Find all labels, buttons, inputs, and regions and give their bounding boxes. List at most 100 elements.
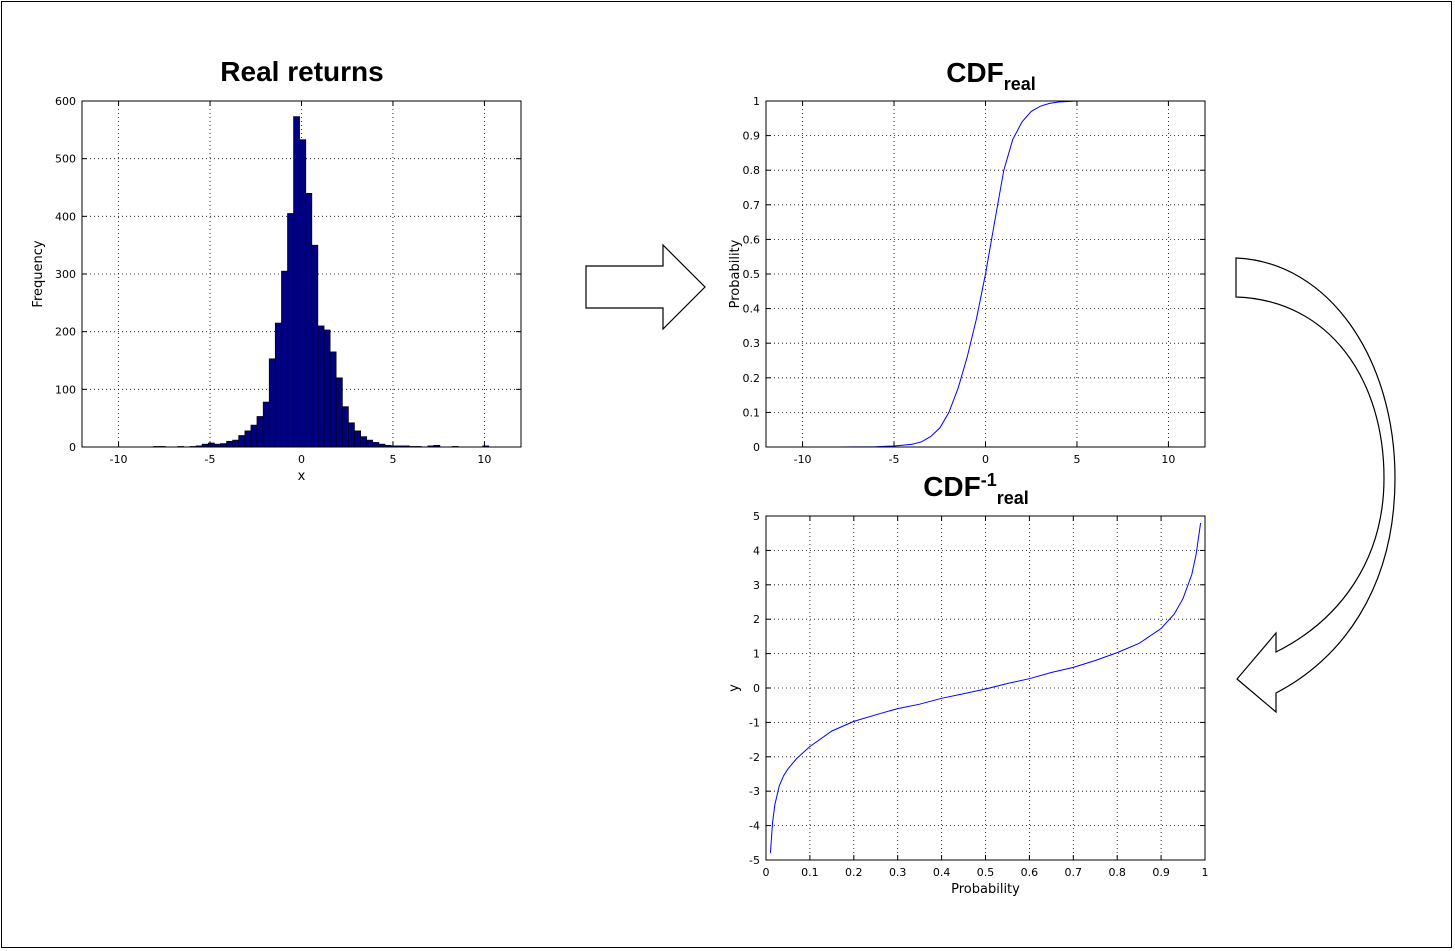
y-tick-label: 0.7 (743, 199, 761, 212)
y-tick-label: 500 (55, 153, 76, 166)
histogram-bar (305, 192, 313, 448)
x-tick-label: 10 (477, 453, 491, 466)
histogram-bar (250, 424, 258, 448)
y-tick-label: 0.2 (743, 372, 761, 385)
x-tick-label: 0.9 (1152, 866, 1170, 879)
histogram-bar (262, 401, 270, 448)
x-tick-label: 0.3 (889, 866, 907, 879)
y-tick-label: -3 (749, 785, 760, 798)
histogram-bar (354, 430, 362, 448)
y-tick-label: 600 (55, 95, 76, 108)
plot-frame (81, 100, 522, 448)
histogram-bar (329, 351, 337, 448)
y-tick-label: 0.1 (743, 406, 761, 419)
cdf-line (839, 100, 1078, 448)
histogram-bar (323, 329, 331, 448)
histogram-bar (293, 116, 300, 448)
histogram-bar (207, 442, 215, 448)
curved-arrow-icon (1235, 257, 1396, 714)
histogram-title: Real returns (220, 56, 383, 87)
histogram-bar (360, 436, 368, 448)
x-tick-label: 1 (1202, 866, 1209, 879)
y-tick-label: 1 (753, 95, 760, 108)
x-tick-label: 0.5 (977, 866, 995, 879)
y-tick-label: 100 (55, 383, 76, 396)
cdf-plot: -10 -5 0 5 10 0 0.1 0.2 0.3 0.4 0.5 0.6 0.7 0.8 0.9 1 Pr… (728, 95, 1206, 466)
histogram-bar (256, 416, 264, 448)
histogram-bar (274, 322, 282, 448)
x-tick-label: 0.8 (1108, 866, 1126, 879)
y-tick-label: 0.6 (743, 233, 761, 246)
inverse-cdf-title: CDF-1real (923, 470, 1029, 508)
y-axis-label: y (727, 684, 742, 692)
x-tick-label: 0 (763, 866, 770, 879)
y-tick-label: 0 (753, 682, 760, 695)
x-axis-label: Probability (951, 882, 1020, 897)
x-tick-label: -5 (205, 453, 216, 466)
histogram-bar (372, 442, 380, 448)
inverse-cdf-line (769, 522, 1202, 854)
plot-frame (765, 515, 1206, 861)
y-tick-label: 0.5 (743, 268, 761, 281)
x-tick-label: 0.4 (933, 866, 951, 879)
histogram-bar (311, 244, 319, 448)
histogram-bar (299, 139, 307, 448)
y-tick-label: 3 (753, 579, 760, 592)
x-tick-label: 0.6 (1021, 866, 1039, 879)
y-tick-label: 200 (55, 326, 76, 339)
y-axis-label: Frequency (31, 240, 46, 307)
x-tick-label: 0.2 (845, 866, 863, 879)
y-tick-label: 5 (753, 510, 760, 523)
histogram-bar (244, 430, 252, 448)
inverse-cdf-title-subscript: real (997, 488, 1029, 508)
x-tick-label: 0 (298, 453, 305, 466)
y-tick-label: 0 (753, 441, 760, 454)
x-tick-label: 0.1 (801, 866, 819, 879)
x-tick-label: 0.7 (1065, 866, 1083, 879)
x-tick-label: -10 (794, 453, 812, 466)
inverse-cdf-plot: 0 0.1 0.2 0.3 0.4 0.5 0.6 0.7 0.8 0.9 1 -5 -4 -3 -2 -1 0… (727, 510, 1209, 897)
histogram-bar (287, 213, 294, 448)
cdf-title-subscript: real (1004, 74, 1036, 94)
right-arrow-icon (585, 243, 706, 331)
y-tick-label: 400 (55, 210, 76, 223)
y-axis-label: Probability (728, 239, 743, 308)
x-tick-label: -5 (889, 453, 900, 466)
histogram-bar (281, 270, 288, 448)
histogram-bar (317, 325, 325, 448)
y-tick-label: 0.4 (743, 303, 761, 316)
histogram-bar (226, 440, 233, 448)
inverse-cdf-title-main: CDF (923, 471, 981, 502)
y-tick-label: 0.3 (743, 337, 761, 350)
histogram-bar (336, 377, 343, 448)
inverse-cdf-title-superscript: -1 (981, 470, 997, 490)
histogram-bar (220, 443, 227, 448)
x-tick-label: 0 (982, 453, 989, 466)
y-tick-label: 300 (55, 268, 76, 281)
y-tick-label: 1 (753, 648, 760, 661)
histogram-bar (238, 435, 246, 448)
y-tick-label: -4 (749, 820, 760, 833)
y-tick-label: 0 (69, 441, 76, 454)
y-tick-label: 4 (753, 544, 760, 557)
y-tick-label: -1 (749, 716, 760, 729)
y-tick-label: 0.9 (743, 130, 761, 143)
x-tick-label: 5 (389, 453, 396, 466)
histogram-bar (268, 358, 276, 448)
histogram-bar (342, 406, 349, 448)
cdf-title-main: CDF (946, 57, 1004, 88)
y-tick-label: 0.8 (743, 164, 761, 177)
cdf-title: CDFreal (946, 57, 1036, 94)
y-tick-label: 2 (753, 613, 760, 626)
histogram-bar (348, 422, 355, 448)
histogram-bar (232, 439, 239, 448)
histogram-bar (366, 439, 374, 448)
x-tick-label: 5 (1073, 453, 1080, 466)
x-tick-label: -10 (110, 453, 128, 466)
x-axis-label: x (298, 469, 306, 484)
plot-frame (765, 100, 1206, 448)
y-tick-label: -5 (749, 854, 760, 867)
